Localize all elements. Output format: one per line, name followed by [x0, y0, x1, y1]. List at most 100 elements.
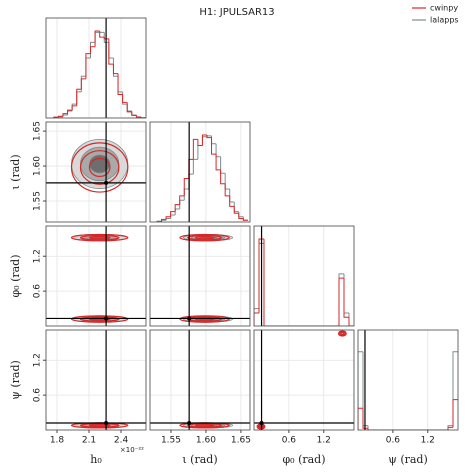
histogram-bin [76, 88, 82, 106]
histogram-bin [103, 32, 109, 43]
panel-frame [149, 225, 251, 327]
histogram-bin [348, 317, 354, 326]
histogram-bin [338, 273, 344, 326]
histogram-bin [197, 139, 203, 146]
x-tick-label: 1.60 [196, 436, 216, 446]
histogram-bin [197, 144, 203, 160]
histogram-bin [215, 154, 221, 171]
histogram-bin [348, 312, 354, 326]
panel [150, 330, 250, 430]
y-axis-label: φ₀ (rad) [9, 254, 22, 297]
histogram-bin [258, 238, 264, 313]
y-tick-label: 0.6 [33, 388, 43, 403]
truth-point [104, 316, 109, 321]
contour [88, 157, 111, 178]
histogram-bin [62, 114, 68, 117]
histogram-bin [220, 156, 226, 174]
histogram-bin [179, 199, 185, 209]
contour [70, 142, 129, 193]
x-tick-label: 0.6 [386, 436, 401, 446]
histogram-bin [242, 218, 248, 221]
histogram-bin [238, 213, 244, 220]
histogram-bin [140, 117, 146, 118]
histogram-bin [76, 91, 82, 105]
panel [358, 330, 458, 430]
histogram-bin [126, 102, 132, 113]
histogram-bin [71, 103, 77, 112]
histogram-bin [447, 426, 453, 430]
y-tick-label: 1.65 [33, 121, 43, 141]
y-tick-label: 1.2 [33, 353, 43, 367]
contour [187, 234, 222, 241]
x-tick-label: 1.2 [421, 436, 435, 446]
panel-frame [149, 121, 251, 223]
truth-point [104, 180, 109, 185]
y-tick-label: 1.2 [33, 249, 43, 263]
histogram-bin [161, 218, 167, 222]
histogram-bin [80, 78, 86, 90]
histogram-bin [233, 206, 239, 214]
histogram-bin [126, 104, 132, 112]
histogram-bin [108, 42, 114, 59]
histogram-bin [224, 173, 230, 190]
histogram-bin [338, 277, 344, 326]
histogram-bin [263, 243, 269, 326]
contour [340, 331, 345, 336]
histogram-bin [206, 135, 212, 137]
contour [79, 234, 120, 241]
panel [150, 226, 250, 326]
histogram-bin [165, 216, 171, 220]
x-axis-label: φ₀ (rad) [282, 453, 325, 466]
histogram-bin [94, 30, 100, 47]
histogram-bin [233, 202, 239, 213]
axis-offset: ×10⁻²² [120, 446, 144, 454]
histogram-bin [201, 134, 207, 146]
histogram-bin [343, 278, 349, 318]
histogram-bin [135, 115, 141, 118]
histogram-bin [367, 425, 373, 430]
x-axis-label: h₀ [90, 453, 102, 466]
histogram-bin [57, 116, 63, 118]
panel-frame [45, 121, 147, 223]
histogram-bin [165, 218, 171, 221]
panel [46, 330, 146, 430]
legend-label: lalapps [430, 16, 459, 25]
y-axis-label: ι (rad) [9, 154, 22, 189]
x-axis-label: ι (rad) [182, 453, 217, 466]
histogram-bin [179, 195, 185, 205]
y-tick-label: 1.60 [33, 156, 43, 176]
truth-point [104, 421, 109, 426]
histogram-bin [161, 219, 167, 222]
histogram-bin [170, 211, 176, 217]
y-tick-label: 1.55 [33, 191, 43, 211]
contour [339, 331, 346, 336]
histogram-bin [343, 273, 349, 314]
histogram-bin [211, 135, 217, 145]
histogram-bin [90, 46, 96, 54]
histogram-bin [99, 31, 105, 38]
histogram-bin [140, 116, 146, 118]
histogram-bin [452, 351, 458, 426]
legend-label: cwinpy [430, 4, 458, 13]
panel-frame [45, 225, 147, 327]
histogram-bin [85, 53, 91, 79]
histogram-bin [183, 188, 189, 201]
histogram-bin [183, 178, 189, 196]
contour [88, 235, 111, 240]
panel [53, 18, 146, 118]
contour [88, 423, 111, 427]
panel [156, 122, 248, 222]
panel-frame [253, 225, 355, 327]
x-tick-label: 2.1 [82, 436, 96, 446]
histogram-bin [57, 115, 63, 118]
histogram-bin [215, 143, 221, 158]
histogram-bin [135, 115, 141, 118]
histogram-bin [90, 41, 96, 58]
contour [79, 150, 120, 185]
panel [254, 226, 354, 326]
histogram-bin [192, 138, 198, 160]
x-tick-label: 1.55 [161, 436, 181, 446]
contour [89, 154, 111, 174]
histogram-bin [242, 216, 248, 221]
